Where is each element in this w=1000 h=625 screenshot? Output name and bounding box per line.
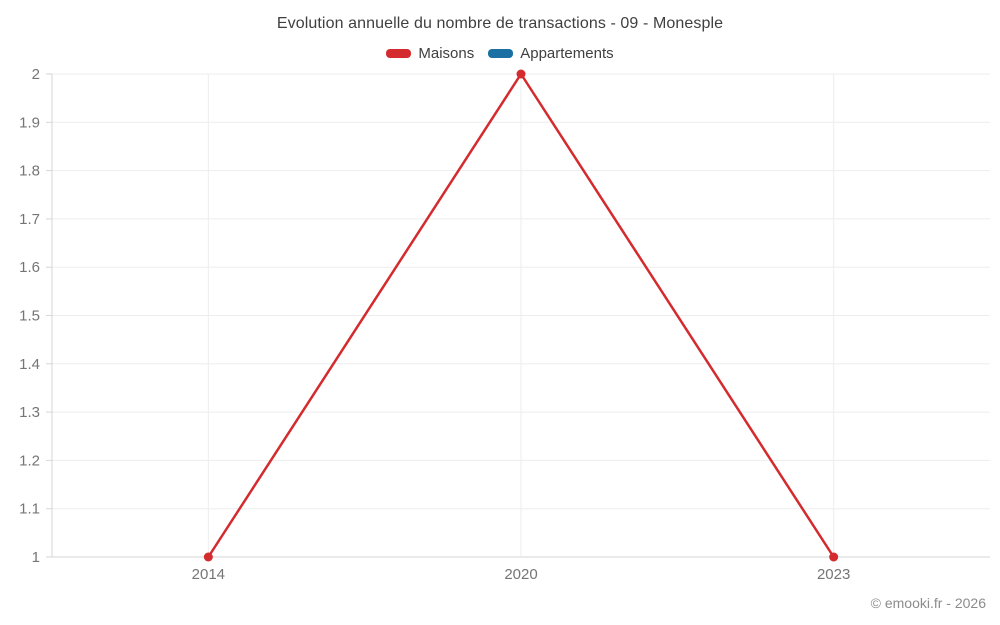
data-point-maisons[interactable] (203, 552, 213, 562)
legend-item-appartements[interactable]: Appartements (488, 45, 614, 62)
legend: Maisons Appartements (0, 45, 1000, 62)
legend-label-maisons: Maisons (418, 45, 475, 62)
data-point-maisons[interactable] (516, 69, 526, 79)
y-tick-label: 1.8 (19, 163, 40, 180)
y-tick-label: 1.1 (19, 501, 40, 518)
x-tick-label: 2023 (817, 566, 850, 583)
y-tick-label: 1 (32, 549, 40, 566)
y-tick-label: 1.7 (19, 211, 40, 228)
copyright-text: © emooki.fr - 2026 (870, 595, 986, 611)
legend-item-maisons[interactable]: Maisons (386, 45, 474, 62)
chart-title: Evolution annuelle du nombre de transact… (276, 15, 724, 32)
appartements-swatch-icon (488, 49, 514, 58)
y-tick-label: 1.3 (19, 404, 40, 421)
x-tick-label: 2020 (504, 566, 537, 583)
y-tick-label: 1.5 (19, 308, 40, 325)
maisons-swatch-icon (386, 49, 412, 58)
y-tick-label: 1.9 (19, 114, 40, 131)
y-tick-label: 1.2 (19, 452, 40, 469)
legend-label-appartements: Appartements (520, 45, 614, 62)
x-tick-label: 2014 (192, 566, 225, 583)
y-tick-label: 1.4 (19, 356, 40, 373)
y-tick-label: 2 (32, 66, 40, 83)
y-tick-label: 1.6 (19, 259, 40, 276)
data-point-maisons[interactable] (829, 552, 839, 562)
